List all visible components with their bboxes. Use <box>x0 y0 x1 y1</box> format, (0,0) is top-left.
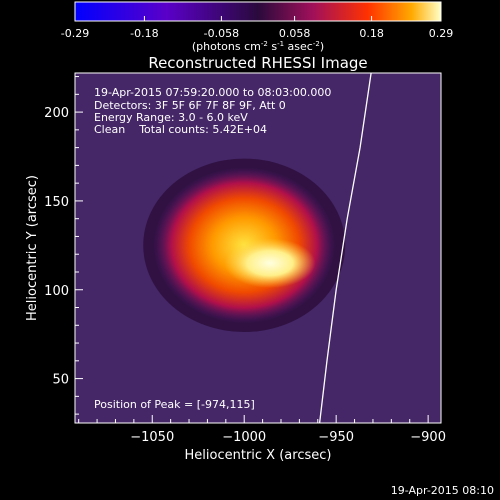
y-tick-label: 50 <box>52 373 69 388</box>
y-axis: 50 100 150 200 <box>44 76 83 415</box>
source-core <box>224 238 316 288</box>
x-tick-label: −900 <box>410 430 446 445</box>
y-tick-label: 100 <box>44 284 69 299</box>
y-tick-label: 200 <box>44 106 69 121</box>
colorbar: -0.29 -0.18 -0.058 0.058 0.18 0.29 (photons c… <box>61 1 453 53</box>
x-tick-label: −1000 <box>222 430 266 445</box>
annotation-counts: Clean Total counts: 5.42E+04 <box>94 123 267 136</box>
y-tick-label: 150 <box>44 195 69 210</box>
solar-limb <box>318 73 372 423</box>
plot-area <box>75 73 441 423</box>
annotations: 19-Apr-2015 07:59:20.000 to 08:03:00.000… <box>94 86 331 411</box>
colorbar-gradient <box>75 2 441 21</box>
x-tick-label: −950 <box>318 430 354 445</box>
annotation-time: 19-Apr-2015 07:59:20.000 to 08:03:00.000 <box>94 86 331 99</box>
x-axis: −1050 −1000 −950 −900 <box>78 415 446 445</box>
colorbar-units: (photons cm-2 s-1 asec-2) <box>192 40 324 53</box>
peak-position-label: Position of Peak = [-974,115] <box>94 398 255 411</box>
y-axis-label: Heliocentric Y (arcsec) <box>25 175 40 321</box>
colorbar-tick-label: 0.18 <box>359 27 384 40</box>
plot-frame <box>74 72 442 424</box>
x-tick-label: −1050 <box>130 430 174 445</box>
annotation-detectors: Detectors: 3F 5F 6F 7F 8F 9F, Att 0 <box>94 99 286 112</box>
colorbar-tick-label: -0.29 <box>61 27 89 40</box>
colorbar-frame <box>74 1 442 22</box>
footer-timestamp: 19-Apr-2015 08:10 <box>391 484 494 497</box>
colorbar-tick-label: 0.29 <box>429 27 454 40</box>
x-axis-label: Heliocentric X (arcsec) <box>185 448 332 463</box>
chart-title: Reconstructed RHESSI Image <box>148 54 367 72</box>
colorbar-tick-label: -0.058 <box>204 27 239 40</box>
colorbar-tick-label: 0.058 <box>279 27 311 40</box>
colorbar-ticks: -0.29 -0.18 -0.058 0.058 0.18 0.29 <box>61 16 453 40</box>
annotation-energy: Energy Range: 3.0 - 6.0 keV <box>94 111 248 124</box>
colorbar-tick-label: -0.18 <box>130 27 158 40</box>
